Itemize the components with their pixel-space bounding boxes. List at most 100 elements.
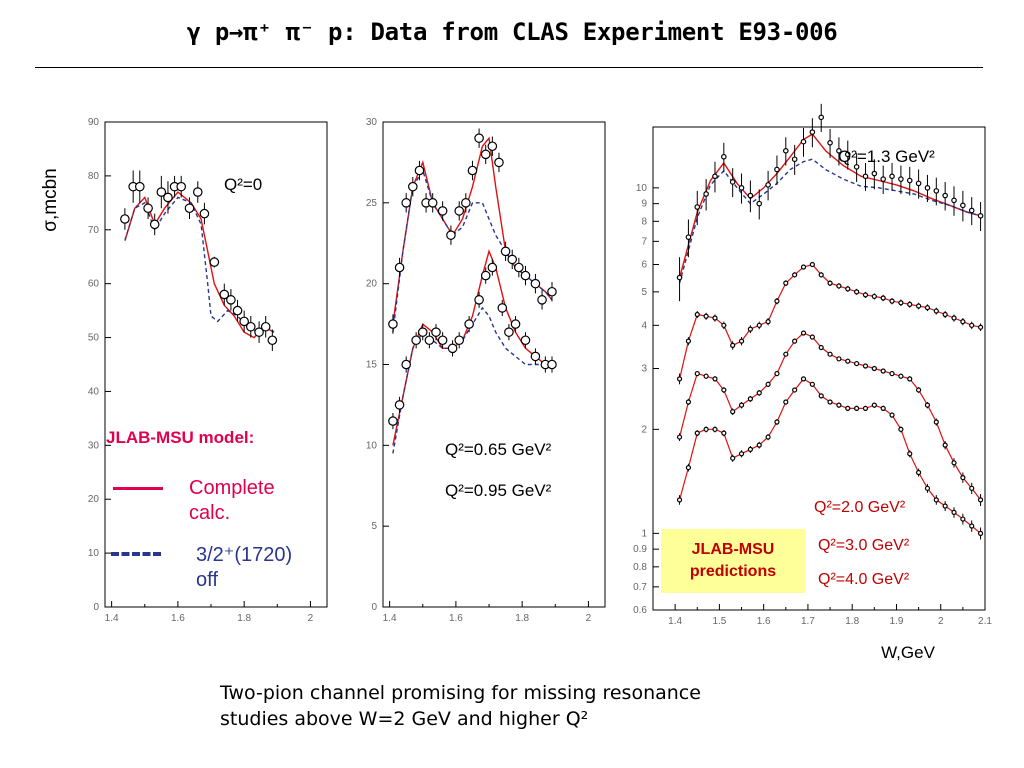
x-tick-label: 2 [586, 613, 592, 624]
model-curve-complete [124, 191, 275, 339]
data-point [747, 326, 753, 332]
panel-label-q2-0: Q²=0 [224, 175, 262, 194]
x-axis-label: W,GeV [881, 643, 936, 662]
data-point [721, 387, 727, 393]
data-point [783, 280, 789, 286]
data-point [889, 370, 895, 377]
data-point [520, 335, 531, 346]
data-point [800, 330, 807, 336]
data-point [765, 381, 771, 387]
data-point [871, 365, 877, 372]
data-point [394, 262, 405, 273]
data-point [447, 343, 458, 354]
data-point [721, 430, 727, 436]
data-point [703, 191, 709, 197]
y-tick-label: 40 [88, 386, 100, 397]
data-point [960, 202, 966, 209]
data-point [685, 338, 692, 344]
y-tick-label: 4 [641, 320, 647, 331]
data-point [889, 173, 895, 180]
y-tick-label: 20 [366, 279, 378, 290]
data-point [408, 181, 418, 192]
data-point [676, 497, 683, 503]
data-point [756, 200, 763, 207]
data-point [694, 311, 700, 318]
data-point [880, 368, 886, 374]
data-point [783, 399, 789, 405]
x-tick-label: 1.8 [845, 616, 859, 627]
data-point [862, 363, 869, 369]
data-point [738, 185, 745, 191]
data-point [942, 503, 948, 509]
data-point [487, 141, 498, 152]
data-point [721, 322, 727, 328]
title-divider [35, 67, 983, 68]
y-tick-label: 20 [88, 494, 100, 505]
y-tick-label: 0 [93, 602, 99, 613]
data-point [530, 351, 541, 362]
data-point [854, 405, 860, 411]
data-point [818, 344, 824, 351]
data-point [809, 129, 816, 135]
data-point [977, 324, 984, 330]
data-point [676, 376, 683, 382]
data-point [747, 446, 753, 452]
data-point [487, 262, 498, 273]
data-point [800, 264, 807, 270]
data-point [880, 405, 886, 411]
data-point [232, 305, 243, 316]
data-point [480, 270, 491, 281]
legend-off-label: 3/2⁺(1720) off [196, 543, 326, 593]
data-point [504, 327, 514, 337]
panel-label-q2-095: Q²=0.95 GeV² [445, 481, 552, 500]
panel-label-q2-40: Q²=4.0 GeV² [818, 571, 910, 588]
data-point [898, 373, 904, 379]
data-point [474, 133, 484, 143]
data-point [862, 173, 869, 180]
data-point [871, 293, 877, 300]
data-point [260, 321, 271, 332]
data-point [774, 419, 780, 425]
data-point [924, 402, 931, 408]
data-point [933, 308, 939, 314]
data-point [143, 203, 153, 214]
legend-off-line1: 3/2⁺(1720) [196, 544, 293, 566]
data-point [417, 327, 428, 337]
plot-frame [382, 121, 606, 608]
y-tick-label: 8 [641, 216, 647, 227]
data-point [730, 455, 736, 461]
data-point [889, 412, 895, 418]
data-point [219, 289, 230, 300]
data-point [836, 356, 842, 362]
x-tick-label: 1.4 [668, 616, 682, 627]
data-point [960, 319, 966, 325]
x-tick-label: 2.1 [978, 616, 992, 627]
data-point [889, 298, 895, 304]
data-point [738, 338, 745, 344]
data-point [915, 469, 922, 476]
y-tick-label: 10 [88, 548, 100, 559]
data-point [685, 464, 692, 471]
data-point [915, 387, 922, 393]
x-tick-label: 2 [938, 616, 944, 627]
legend-complete-line1: Complete [189, 477, 275, 499]
data-point [783, 351, 789, 357]
data-point [414, 165, 425, 176]
data-point [933, 497, 939, 503]
legend-off-line2: off [196, 569, 218, 591]
data-point [933, 188, 940, 194]
data-point [537, 295, 547, 305]
data-point [184, 203, 195, 214]
data-point [464, 319, 474, 329]
data-point [738, 451, 745, 457]
data-point [951, 460, 957, 466]
data-point [791, 156, 798, 163]
data-point [747, 396, 753, 402]
y-tick-label: 5 [641, 287, 647, 298]
data-point [853, 164, 860, 170]
data-point [394, 400, 405, 410]
data-point [854, 289, 860, 295]
data-point [747, 192, 754, 199]
model-curve-off [392, 306, 552, 454]
